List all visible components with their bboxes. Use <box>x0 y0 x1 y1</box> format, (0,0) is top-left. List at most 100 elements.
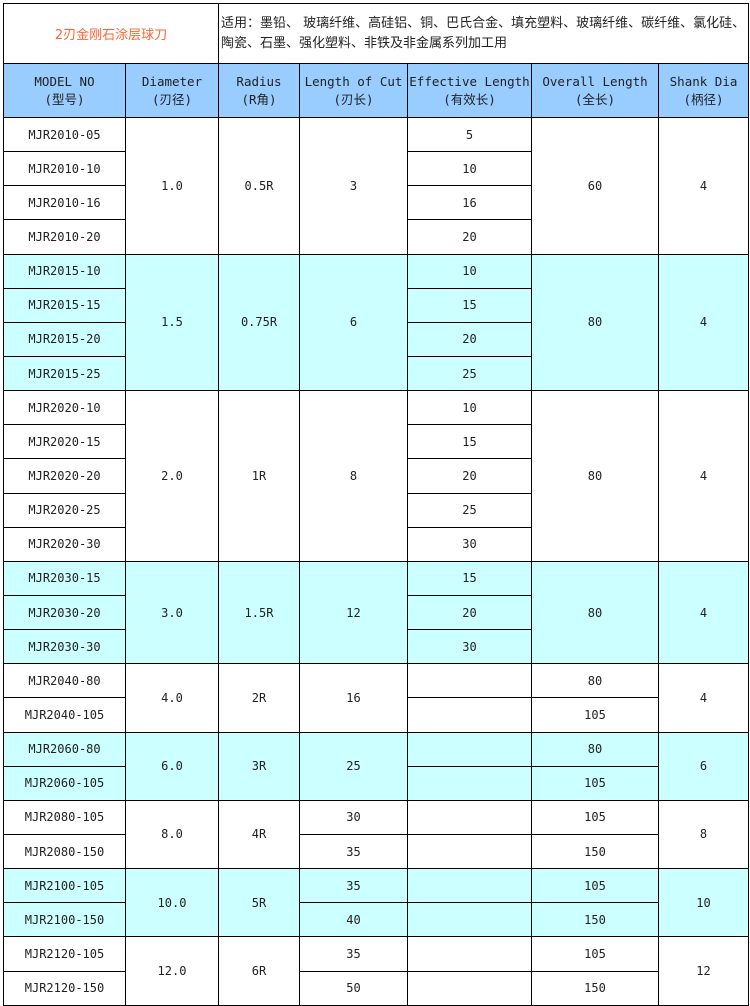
model-cell: MJR2010-20 <box>3 219 126 255</box>
diameter-cell: 10.0 <box>125 868 219 938</box>
model-cell: MJR2060-105 <box>3 765 126 801</box>
column-header-en: Overall Length <box>542 73 648 89</box>
column-header: MODEL NO (型号) <box>3 63 126 118</box>
column-header: Diameter (刃径) <box>125 63 219 118</box>
effective-length-cell <box>407 936 532 972</box>
effective-length-cell: 15 <box>407 424 532 460</box>
table-row: MJR2020-15 15 <box>3 424 749 460</box>
overall-length-cell: 80 <box>531 390 659 562</box>
column-header: Radius (R角) <box>218 63 300 118</box>
model-cell: MJR2080-105 <box>3 799 126 835</box>
column-header: Length of Cut (刃长) <box>299 63 408 118</box>
shank-dia-cell: 4 <box>657 253 750 392</box>
effective-length-cell: 15 <box>407 287 532 323</box>
model-cell: MJR2015-15 <box>3 287 126 323</box>
model-cell: MJR2020-25 <box>3 492 126 528</box>
model-cell: MJR2020-30 <box>3 526 126 562</box>
effective-length-cell <box>407 970 532 1006</box>
model-cell: MJR2040-80 <box>3 663 126 699</box>
table-row: MJR2015-25 25 <box>3 355 749 392</box>
overall-length-cell: 80 <box>531 663 659 699</box>
table-row: MJR2010-16 16 <box>3 185 749 221</box>
radius-cell: 0.5R <box>218 117 300 255</box>
effective-length-cell: 30 <box>407 629 532 665</box>
column-header: Effective Length (有效长) <box>407 63 532 118</box>
length-of-cut-cell: 12 <box>299 560 408 665</box>
shank-dia-cell: 8 <box>657 799 750 870</box>
effective-length-cell <box>407 868 532 904</box>
shank-dia-cell: 4 <box>657 560 750 665</box>
overall-length-cell: 150 <box>531 833 659 870</box>
diameter-cell: 8.0 <box>125 799 219 870</box>
effective-length-cell <box>407 663 532 699</box>
overall-length-cell: 105 <box>531 799 659 835</box>
model-cell: MJR2100-105 <box>3 868 126 904</box>
model-cell: MJR2030-20 <box>3 594 126 631</box>
diameter-cell: 4.0 <box>125 663 219 733</box>
column-header: Shank Dia (柄径) <box>657 63 750 118</box>
effective-length-cell: 20 <box>407 321 532 357</box>
effective-length-cell: 30 <box>407 526 532 562</box>
radius-cell: 3R <box>218 731 300 801</box>
column-header-en: Shank Dia <box>669 73 738 89</box>
table-row: MJR2120-105 12.0 6R 35 105 12 <box>3 936 750 1006</box>
table-row: MJR2120-150 50 150 <box>3 970 749 1006</box>
effective-length-cell: 10 <box>407 390 532 426</box>
column-header-en: MODEL NO <box>34 73 95 89</box>
diameter-cell: 12.0 <box>125 936 219 1006</box>
column-header-zh: (型号) <box>44 91 85 107</box>
overall-length-cell: 150 <box>531 970 659 1006</box>
length-of-cut-cell: 6 <box>299 253 408 392</box>
table-row: MJR2030-30 30 <box>3 629 749 665</box>
effective-length-cell <box>407 765 532 801</box>
effective-length-cell: 20 <box>407 594 532 631</box>
diameter-cell: 3.0 <box>125 560 219 665</box>
column-header: Overall Length (全长) <box>531 63 659 118</box>
table-row: MJR2060-105 105 <box>3 765 749 801</box>
table-row: MJR2015-10 1.5 0.75R 6 10 80 4 <box>3 253 750 392</box>
column-header-zh: (刃径) <box>151 91 193 107</box>
radius-cell: 2R <box>218 663 300 733</box>
table-row: MJR2040-105 105 <box>3 697 749 733</box>
table-row: MJR2030-15 3.0 1.5R 12 15 80 4 <box>3 560 750 665</box>
effective-length-cell <box>407 799 532 835</box>
model-cell: MJR2010-10 <box>3 151 126 187</box>
model-cell: MJR2030-30 <box>3 629 126 665</box>
table-row: MJR2015-15 15 <box>3 287 749 323</box>
model-cell: MJR2060-80 <box>3 731 126 767</box>
model-cell: MJR2120-150 <box>3 970 126 1006</box>
overall-length-cell: 105 <box>531 936 659 972</box>
length-of-cut-cell: 16 <box>299 663 408 733</box>
length-of-cut-cell: 8 <box>299 390 408 562</box>
radius-cell: 5R <box>218 868 300 938</box>
effective-length-cell: 20 <box>407 458 532 494</box>
length-of-cut-cell: 35 <box>299 868 408 904</box>
table-row: MJR2020-10 2.0 1R 8 10 80 4 <box>3 390 750 562</box>
product-title: 2刃金刚石涂层球刀 <box>3 3 219 64</box>
column-header-zh: (R角) <box>241 91 277 107</box>
length-of-cut-cell: 35 <box>299 936 408 972</box>
model-cell: MJR2020-15 <box>3 424 126 460</box>
product-spec-table: 2刃金刚石涂层球刀 适用：墨铅、 玻璃纤维、高硅铝、铜、巴氏合金、填充塑料、玻璃… <box>3 3 750 1006</box>
model-cell: MJR2040-105 <box>3 697 126 733</box>
length-of-cut-cell: 30 <box>299 799 408 835</box>
overall-length-cell: 105 <box>531 868 659 904</box>
overall-length-cell: 105 <box>531 765 659 801</box>
column-header-en: Radius <box>236 73 282 89</box>
model-cell: MJR2030-15 <box>3 560 126 596</box>
model-cell: MJR2080-150 <box>3 833 126 870</box>
shank-dia-cell: 6 <box>657 731 750 801</box>
column-header-zh: (全长) <box>574 91 616 107</box>
shank-dia-cell: 4 <box>657 390 750 562</box>
length-of-cut-cell: 3 <box>299 117 408 255</box>
effective-length-cell: 5 <box>407 116 532 153</box>
diameter-cell: 6.0 <box>125 731 219 801</box>
effective-length-cell: 25 <box>407 492 532 528</box>
effective-length-cell: 25 <box>407 355 532 392</box>
model-cell: MJR2015-10 <box>3 253 126 289</box>
model-cell: MJR2010-05 <box>3 116 126 153</box>
column-header-en: Effective Length <box>409 73 530 89</box>
diameter-cell: 1.0 <box>125 117 219 255</box>
column-header-zh: (刃长) <box>333 91 374 107</box>
model-cell: MJR2020-20 <box>3 458 126 494</box>
